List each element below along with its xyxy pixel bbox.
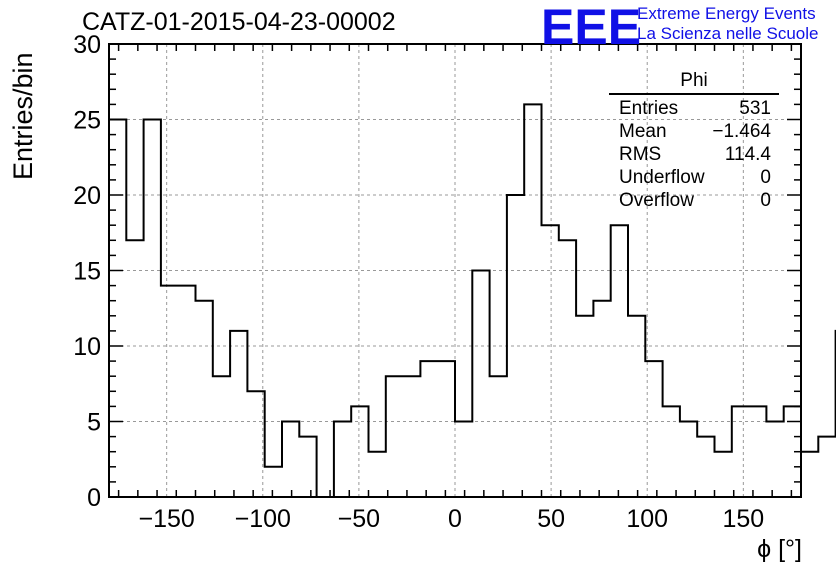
y-axis-label: Entries/bin	[8, 52, 38, 180]
histogram-bin	[715, 452, 732, 497]
histogram-bin	[247, 391, 264, 497]
y-tick-label: 25	[73, 107, 101, 135]
histogram-bin	[766, 422, 783, 498]
x-tick-label: 150	[722, 505, 764, 533]
stats-label: RMS	[619, 144, 662, 165]
eee-logo: EEE	[541, 0, 642, 55]
x-tick-label: 50	[537, 505, 565, 533]
histogram-bin	[472, 271, 489, 498]
histogram-bin	[576, 316, 593, 497]
histogram-bin	[144, 120, 161, 498]
histogram-bin	[611, 225, 628, 497]
histogram-bin	[161, 286, 178, 497]
stats-row-mean: Mean −1.464	[609, 120, 779, 143]
histogram-bin	[559, 240, 576, 497]
histogram-bin	[351, 406, 368, 497]
histogram-bin	[455, 422, 472, 498]
histogram-bin	[126, 240, 143, 497]
stats-divider	[609, 93, 779, 95]
y-tick-label: 10	[73, 333, 101, 361]
stats-value: 114.4	[724, 144, 771, 165]
y-tick-label: 15	[73, 258, 101, 286]
histogram-bin	[663, 406, 680, 497]
x-tick-label: −150	[139, 505, 195, 533]
stats-label: Entries	[619, 98, 679, 119]
histogram-bin	[542, 225, 559, 497]
stats-label: Underflow	[619, 167, 705, 188]
stats-row-rms: RMS 114.4	[609, 143, 779, 166]
histogram-bin	[403, 376, 420, 497]
stats-value: −1.464	[712, 121, 771, 142]
y-tick-label: 5	[87, 409, 101, 437]
y-tick-label: 0	[87, 484, 101, 512]
histogram-bin	[801, 452, 818, 497]
histogram-bin	[697, 437, 714, 497]
histogram-bin	[213, 376, 230, 497]
eee-logo-line1: Extreme Energy Events	[637, 4, 816, 23]
histogram-bin	[282, 422, 299, 498]
histogram-bin	[299, 437, 316, 497]
histogram-bin	[645, 361, 662, 497]
stats-title: Phi	[680, 70, 708, 91]
x-tick-label: 100	[626, 505, 668, 533]
x-tick-label: −100	[235, 505, 291, 533]
y-tick-label: 20	[73, 182, 101, 210]
stats-value: 0	[760, 167, 771, 188]
eee-logo-line2: La Scienza nelle Scuole	[637, 24, 819, 43]
x-tick-label: 0	[448, 505, 462, 533]
histogram-bin	[818, 437, 835, 497]
histogram-bin	[196, 301, 213, 497]
histogram-bin	[265, 467, 282, 497]
histogram-bin	[178, 286, 195, 497]
stats-row-entries: Entries 531	[609, 97, 779, 120]
histogram-bin	[230, 331, 247, 497]
stats-box: Phi Entries 531 Mean −1.464 RMS 114.4 Un…	[609, 70, 779, 212]
histogram-bin	[749, 406, 766, 497]
histogram-bin	[109, 120, 126, 498]
stats-row-overflow: Overflow 0	[609, 189, 779, 212]
histogram-bin	[507, 195, 524, 497]
histogram-bin	[524, 104, 541, 497]
stats-label: Overflow	[619, 190, 694, 211]
stats-value: 0	[760, 190, 771, 211]
histogram-bin	[593, 301, 610, 497]
chart-title: CATZ-01-2015-04-23-00002	[82, 8, 396, 36]
stats-label: Mean	[619, 121, 667, 142]
y-tick-label: 30	[73, 31, 101, 59]
histogram-bin	[334, 422, 351, 498]
stats-row-underflow: Underflow 0	[609, 166, 779, 189]
histogram-bin	[386, 376, 403, 497]
histogram-bin	[420, 361, 437, 497]
histogram-bin	[680, 422, 697, 498]
histogram-bin	[628, 316, 645, 497]
histogram-bin	[732, 406, 749, 497]
histogram-bin	[490, 376, 507, 497]
x-tick-label: −50	[338, 505, 380, 533]
x-axis-label: ϕ [°]	[757, 535, 802, 563]
histogram-bin	[369, 452, 386, 497]
histogram-bin	[438, 361, 455, 497]
stats-value: 531	[739, 98, 771, 119]
